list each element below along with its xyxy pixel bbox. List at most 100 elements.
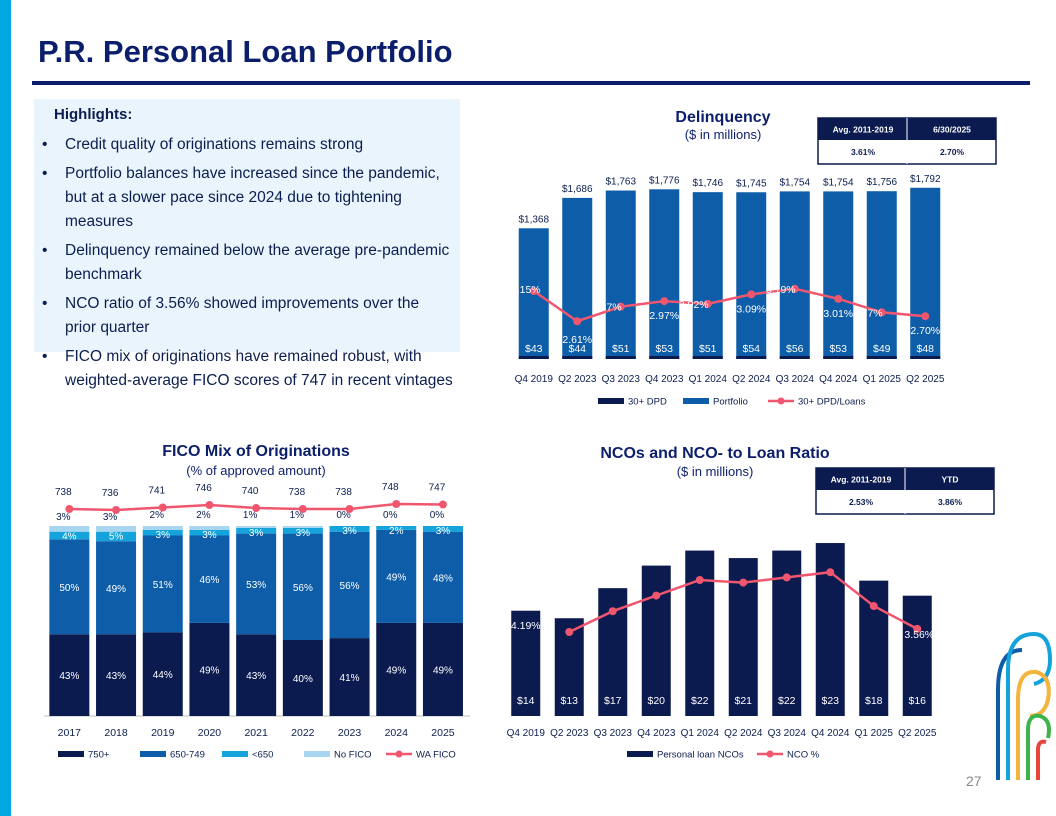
highlight-item: • FICO mix of originations have remained … (42, 345, 454, 393)
fico-segment-label: 5% (109, 532, 124, 543)
x-tick-label: Q2 2023 (550, 728, 589, 739)
fico-segment-bar (422, 622, 463, 716)
x-tick-label: Q3 2024 (768, 728, 807, 739)
ratio-point (616, 302, 625, 311)
fico-segment-bar (282, 527, 323, 534)
x-tick-label: Q4 2023 (645, 374, 684, 385)
fico-segment-bar (329, 638, 370, 716)
fico-legend-label: 650-749 (170, 750, 205, 761)
fico-segment-label: 43% (59, 671, 79, 682)
ratio-value-label: 2.92% (679, 299, 709, 311)
nco-legend-label: Personal loan NCOs (657, 750, 744, 761)
ratio-point (877, 308, 886, 317)
fico-segment-bar (236, 527, 277, 534)
dpd-bar (562, 356, 593, 359)
delinquency-legend-label: 30+ DPD (628, 397, 667, 408)
nco-ratio-point (739, 578, 748, 587)
fico-segment-bar (376, 529, 417, 623)
nco-table-value: 2.53% (849, 497, 874, 507)
delinquency-table-head: 6/30/2025 (933, 125, 971, 135)
x-tick-label: Q1 2025 (855, 728, 894, 739)
x-tick-label: Q1 2024 (681, 728, 720, 739)
fico-segment-bar (282, 640, 323, 716)
highlights-heading: Highlights: (54, 106, 133, 123)
wa-fico-point (252, 504, 261, 512)
ratio-point (660, 297, 669, 306)
fico-segment-bar (142, 535, 183, 633)
portfolio-value-label: $1,686 (562, 184, 593, 195)
fico-segment-bar (142, 632, 183, 716)
chart-title: NCOs and NCO- to Loan Ratio (600, 445, 830, 462)
highlight-text: NCO ratio of 3.56% showed improvements o… (65, 295, 420, 336)
nco-bar (685, 550, 715, 716)
nco-legend-marker-swatch (766, 750, 774, 758)
dpd-bar (649, 356, 680, 359)
portfolio-value-label: $1,746 (692, 178, 723, 189)
ratio-point (921, 312, 930, 321)
nco-ratio-point (608, 607, 617, 616)
fico-segment-label: 2% (389, 526, 404, 537)
highlight-item: • NCO ratio of 3.56% showed improvements … (42, 292, 454, 340)
nco-value-label: $18 (865, 695, 883, 707)
x-tick-label: Q2 2024 (732, 374, 771, 385)
portfolio-bar (823, 191, 854, 359)
ratio-value-label: 3.15% (511, 284, 541, 296)
x-tick-label: 2023 (338, 727, 362, 739)
delinquency-table-value: 2.70% (940, 147, 965, 157)
ratio-point (703, 299, 712, 308)
page-title: P.R. Personal Loan Portfolio (38, 34, 453, 69)
x-tick-label: Q2 2025 (906, 374, 945, 385)
portfolio-value-label: $1,368 (518, 214, 549, 225)
ratio-point (834, 294, 843, 303)
fico-segment-bar (142, 526, 183, 530)
fico-segment-label: 53% (246, 580, 266, 591)
dpd-bar (605, 356, 636, 359)
ratio-value-label: 2.77% (853, 307, 883, 319)
fico-segment-bar (96, 531, 137, 542)
fico-segment-label: 1% (243, 510, 258, 521)
fico-segment-label: 3% (156, 530, 171, 541)
portfolio-value-label: $1,754 (779, 177, 810, 188)
nco-bar (511, 610, 541, 716)
fico-legend-label: WA FICO (416, 750, 456, 761)
brand-logo (996, 631, 1053, 780)
wa-fico-point (205, 501, 214, 509)
nco-chart: NCOs and NCO- to Loan Ratio ($ in million… (507, 445, 995, 761)
fico-segment-bar (189, 529, 230, 536)
wa-fico-point (392, 500, 401, 508)
portfolio-bar (605, 190, 636, 359)
nco-table-head: Avg. 2011-2019 (831, 475, 892, 485)
fico-legend-swatch (222, 751, 248, 757)
nco-table-head: YTD (942, 475, 959, 485)
wa-fico-value-label: 738 (335, 487, 352, 498)
fico-segment-label: 48% (433, 573, 453, 584)
nco-ratio-point (826, 568, 835, 577)
fico-segment-label: 49% (106, 584, 126, 595)
ratio-value-label: 3.19% (766, 284, 796, 296)
highlight-text: Credit quality of originations remains s… (65, 136, 364, 153)
ratio-value-label: 2.97% (649, 310, 679, 322)
fico-segment-label: 49% (386, 572, 406, 583)
x-tick-label: Q4 2024 (819, 374, 858, 385)
fico-legend-swatch (140, 751, 166, 757)
nco-ratio-point (565, 628, 574, 636)
fico-segment-label: 0% (430, 510, 445, 521)
fico-segment-label: 51% (153, 580, 173, 591)
dpd-value-label: $53 (655, 343, 673, 355)
delinquency-table-value: 3.61% (851, 147, 876, 157)
ratio-value-label: 3.01% (823, 308, 853, 320)
portfolio-value-label: $1,776 (649, 175, 680, 186)
fico-legend-marker-swatch (395, 750, 403, 758)
fico-segment-bar (422, 526, 463, 532)
fico-segment-bar (376, 526, 417, 530)
fico-segment-bar (142, 529, 183, 536)
fico-segment-label: 43% (106, 671, 126, 682)
ratio-point (790, 284, 799, 293)
dpd-value-label: $51 (699, 343, 717, 355)
wa-fico-value-label: 738 (289, 487, 306, 498)
x-tick-label: Q2 2025 (898, 728, 937, 739)
page-number: 27 (966, 773, 982, 789)
nco-ratio-label: 3.56% (904, 629, 934, 641)
fico-segment-label: 4% (62, 532, 77, 543)
nco-value-label: $22 (691, 695, 709, 707)
